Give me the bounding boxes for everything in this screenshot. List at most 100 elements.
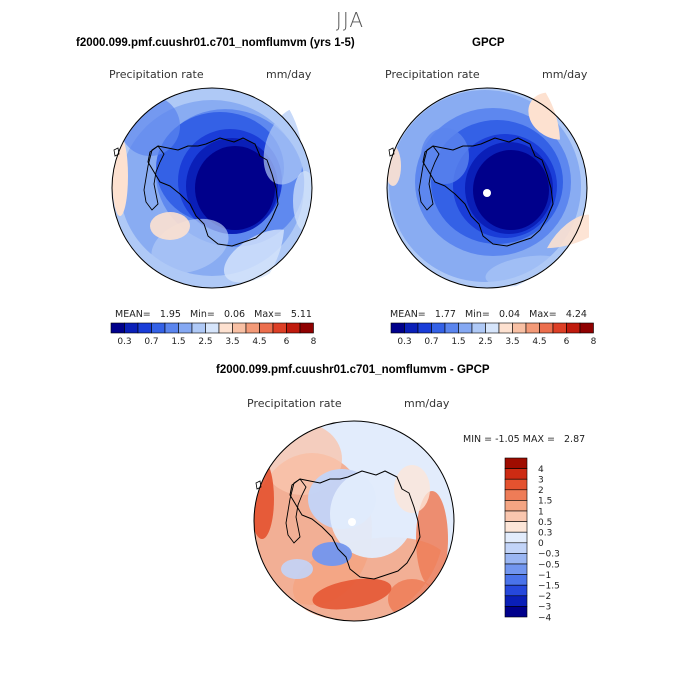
- panel2-colorbar-swatch: [512, 322, 527, 334]
- panel2-colorbar-tick-label: 6: [564, 337, 570, 347]
- panel1-mean-label: MEAN=: [115, 309, 151, 320]
- panel1-colorbar-swatch: [259, 322, 274, 334]
- panel1-colorbar-tick-label: 0.3: [117, 337, 131, 347]
- panel2-colorbar-swatch: [390, 322, 405, 334]
- panel2-colorbar-tick-label: 2.5: [478, 337, 492, 347]
- panel3-colorbar-tick-label: −1.5: [538, 582, 560, 592]
- panel1-colorbar-swatch: [164, 322, 179, 334]
- panel1-colorbar-swatch: [191, 322, 206, 334]
- panel1-colorbar-swatch: [218, 322, 233, 334]
- panel2-colorbar-tick-label: 4.5: [532, 337, 546, 347]
- panel3-colorbar-swatch: [504, 478, 528, 491]
- panel2-stats: MEAN= 1.77 Min= 0.04 Max= 4.24: [390, 309, 587, 320]
- panel3-colorbar-swatch: [504, 510, 528, 522]
- panel1-colorbar-swatch: [272, 322, 287, 334]
- panel3-colorbar-tick-label: 4: [538, 465, 544, 475]
- panel3-colorbar-swatch: [504, 531, 528, 544]
- panel1-title: f2000.099.pmf.cuushr01.c701_nomflumvm (y…: [76, 37, 355, 49]
- panel3-colorbar-tick-label: 0: [538, 539, 544, 549]
- panel2-colorbar-swatch: [552, 322, 567, 334]
- panel3-colorbar-tick-label: −1: [538, 571, 551, 581]
- panel1-colorbar-swatch: [137, 322, 152, 334]
- panel2-max-value: 4.24: [565, 309, 587, 320]
- panel2-colorbar-tick-label: 1.5: [451, 337, 465, 347]
- panel1-colorbar-tick-label: 3.5: [225, 337, 239, 347]
- panel1-colorbar-swatch: [232, 322, 247, 334]
- panel1-colorbar-tick-label: 6: [284, 337, 290, 347]
- panel1-stats: MEAN= 1.95 Min= 0.06 Max= 5.11: [115, 309, 312, 320]
- panel2-title: GPCP: [472, 37, 505, 49]
- panel2-colorbar-tick-label: 3.5: [505, 337, 519, 347]
- map-boundary: [253, 420, 455, 622]
- map-boundary: [111, 87, 313, 289]
- panel2-colorbar-swatch: [566, 322, 581, 334]
- panel2-colorbar-swatch: [485, 322, 500, 334]
- panel2-colorbar-swatch: [579, 322, 594, 334]
- panel1-colorbar-tick-label: 8: [311, 337, 317, 347]
- panel3-colorbar-swatch: [504, 584, 528, 597]
- panel3-title: f2000.099.pmf.cuushr01.c701_nomflumvm - …: [216, 364, 490, 376]
- panel2-colorbar-swatch: [404, 322, 419, 334]
- panel3-colorbar-tick-label: −0.5: [538, 560, 560, 570]
- panel2-colorbar-tick-label: 8: [591, 337, 597, 347]
- panel3-colorbar-swatch: [504, 553, 528, 565]
- panel3-stats: MIN = -1.05 MAX = 2.87: [463, 434, 585, 445]
- panel2-variable-label: Precipitation rate: [385, 68, 480, 81]
- panel1-colorbar-swatch: [151, 322, 166, 334]
- panel3-colorbar-tick-label: −3: [538, 603, 551, 613]
- panel1-colorbar-swatch: [110, 322, 125, 334]
- panel2-max-label: Max=: [529, 309, 557, 320]
- south-america-tip-coastline: [388, 147, 395, 157]
- panel2-mean-value: 1.77: [434, 309, 456, 320]
- panel3-colorbar-swatch: [504, 468, 528, 480]
- figure-title: JJA: [335, 8, 365, 32]
- map-boundary: [386, 87, 588, 289]
- pole-missing-data: [348, 518, 356, 526]
- panel2-colorbar-swatch: [539, 322, 554, 334]
- panel1-min-label: Min=: [190, 309, 215, 320]
- panel1-units-label: mm/day: [266, 68, 312, 81]
- panel2-colorbar-swatch: [498, 322, 513, 334]
- panel3-colorbar-swatch: [504, 500, 528, 512]
- panel2-colorbar-tick-label: 0.7: [424, 337, 438, 347]
- panel2-polar-map: [386, 87, 589, 289]
- panel3-colorbar-swatch: [504, 595, 528, 607]
- panel3-colorbar-swatch: [504, 457, 528, 469]
- panel2-colorbar-swatch: [471, 322, 486, 334]
- antarctic-peninsula-coastline: [143, 145, 165, 211]
- pole-missing-data: [483, 189, 491, 197]
- south-america-tip-coastline: [255, 480, 262, 490]
- panel1-colorbar-tick-label: 4.5: [252, 337, 266, 347]
- panel2-colorbar-tick-label: 0.3: [397, 337, 411, 347]
- panel3-colorbar-swatch: [504, 489, 528, 501]
- panel3-colorbar-tick-label: 0.5: [538, 518, 552, 528]
- panel1-colorbar-tick-label: 2.5: [198, 337, 212, 347]
- panel1-colorbar-swatch: [178, 322, 193, 334]
- panel3-colorbar-tick-label: 0.3: [538, 529, 552, 539]
- panel2-min-label: Min=: [465, 309, 490, 320]
- panel1-colorbar-tick-label: 0.7: [144, 337, 158, 347]
- antarctic-peninsula-coastline: [285, 478, 307, 544]
- panel1-max-value: 5.11: [290, 309, 312, 320]
- panel3-colorbar-tick-label: 3: [538, 476, 544, 486]
- panel1-variable-label: Precipitation rate: [109, 68, 204, 81]
- panel3-colorbar-tick-label: 1: [538, 507, 544, 517]
- panel3-max-value: 2.87: [564, 434, 586, 445]
- panel2-colorbar-swatch: [444, 322, 459, 334]
- panel1-min-value: 0.06: [223, 309, 246, 320]
- panel3-colorbar-swatch: [504, 574, 528, 586]
- panel3-colorbar-tick-label: 2: [538, 486, 544, 496]
- panel2-colorbar: 0.3 0.7 1.5 2.5 3.5 4.5 6 8: [390, 322, 597, 347]
- panel3-min-label: MIN =: [463, 434, 493, 445]
- panel1-colorbar-swatch: [245, 322, 260, 334]
- panel2-units-label: mm/day: [542, 68, 588, 81]
- panel2-colorbar-swatch: [417, 322, 432, 334]
- panel3-colorbar-tick-label: −4: [538, 613, 552, 623]
- panel3-colorbar-swatch: [504, 606, 528, 618]
- panel2-colorbar-swatch: [431, 322, 446, 334]
- panel1-colorbar-swatch: [124, 322, 139, 334]
- panel2-colorbar-swatch: [525, 322, 540, 334]
- panel2-mean-label: MEAN=: [390, 309, 426, 320]
- panel3-max-label: MAX =: [522, 434, 555, 445]
- panel1-colorbar-swatch: [205, 322, 220, 334]
